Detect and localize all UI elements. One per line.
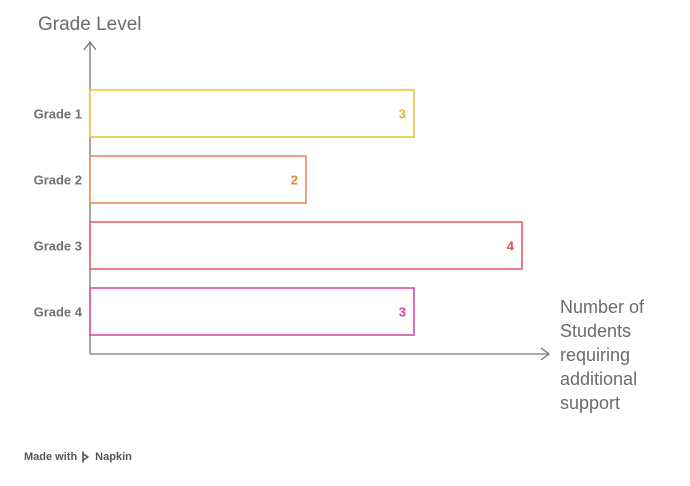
y-axis-arrowhead	[83, 40, 97, 51]
value-label-4: 3	[399, 305, 406, 320]
x-axis-title-line-1: Number of	[560, 297, 645, 317]
x-axis-title-line-5: support	[560, 393, 620, 413]
category-label-4: Grade 4	[34, 305, 83, 320]
value-label-2: 2	[291, 173, 298, 188]
napkin-logo-icon	[82, 451, 89, 463]
made-with-text: Made with	[24, 451, 78, 463]
bars: Grade 1 3 Grade 2 2 Grade 3 4 Grade 4 3	[34, 89, 523, 336]
category-label-2: Grade 2	[34, 173, 82, 188]
bar-2	[89, 155, 307, 204]
bar-3	[89, 221, 523, 270]
category-label-3: Grade 3	[34, 239, 82, 254]
x-axis-title: Number of Students requiring additional supp…	[560, 297, 645, 413]
x-axis-arrowhead	[540, 347, 551, 361]
category-label-1: Grade 1	[34, 107, 82, 122]
x-axis-title-line-3: requiring	[560, 345, 630, 365]
y-axis-title: Grade Level	[38, 14, 142, 35]
bar-1	[89, 89, 415, 138]
footer: Made with Napkin	[24, 451, 132, 463]
x-axis-title-line-2: Students	[560, 321, 631, 341]
brand-text: Napkin	[95, 451, 132, 463]
value-label-3: 4	[507, 239, 515, 254]
value-label-1: 3	[399, 107, 406, 122]
x-axis-title-line-4: additional	[560, 369, 637, 389]
bar-4	[89, 287, 415, 336]
